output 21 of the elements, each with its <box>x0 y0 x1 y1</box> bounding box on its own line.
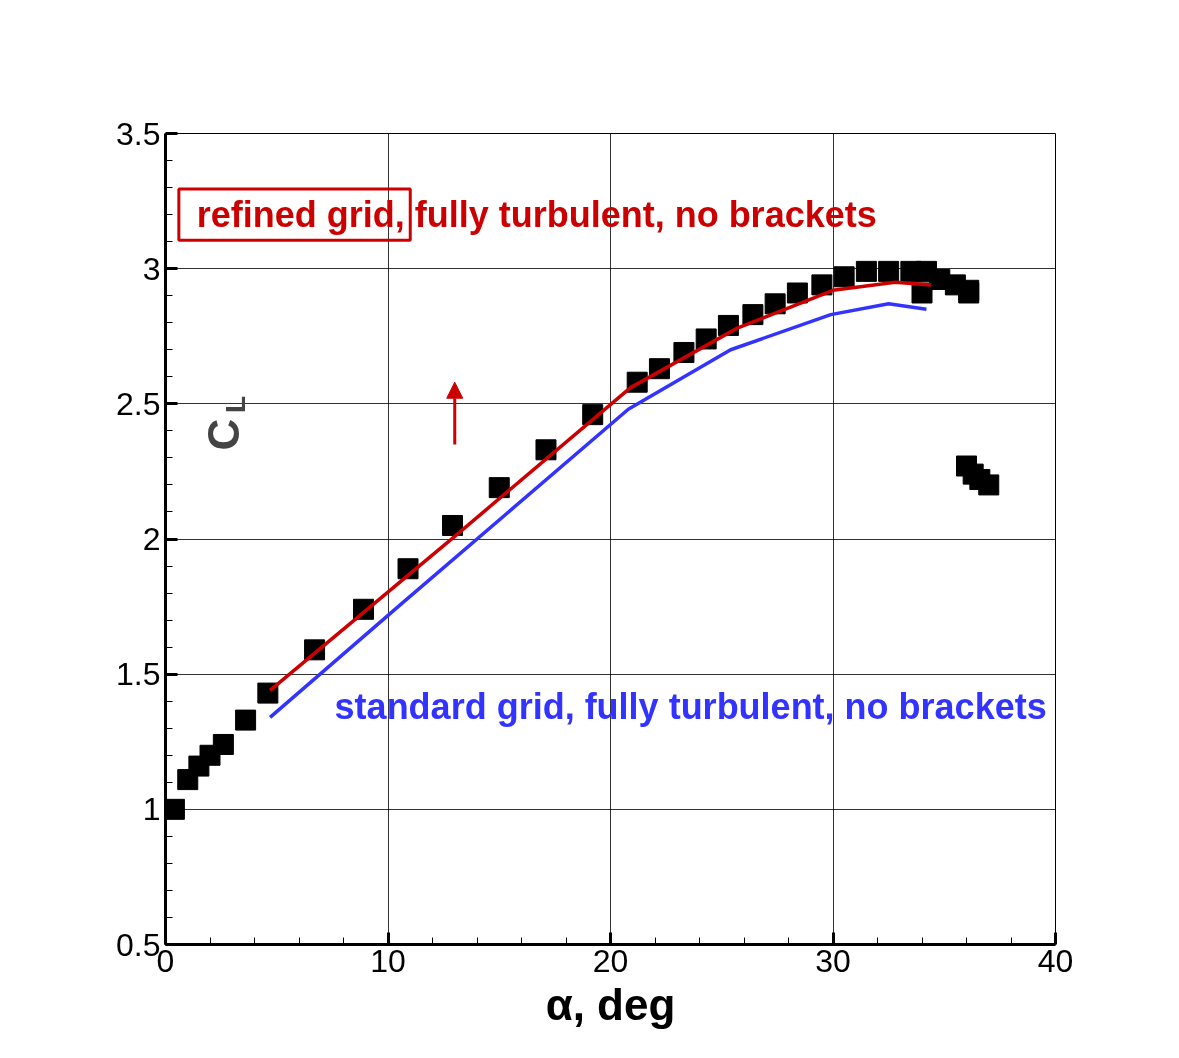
y-axis-title: CL <box>199 395 251 451</box>
x-tick-label: 40 <box>1037 942 1074 979</box>
point <box>855 260 877 282</box>
point <box>833 266 855 288</box>
point <box>978 474 1000 496</box>
y-tick-label: 3.5 <box>116 115 161 152</box>
y-tick-label: 3 <box>142 250 161 287</box>
y-tick-label: 1.5 <box>116 656 161 693</box>
y-tick-label: 2.5 <box>116 385 161 422</box>
x-tick-label: 30 <box>815 942 851 979</box>
point <box>235 709 257 731</box>
x-tick-label: 10 <box>370 942 406 979</box>
point <box>442 514 464 536</box>
point <box>786 282 808 304</box>
point <box>878 260 900 282</box>
x-axis-title: α, deg <box>545 979 676 1029</box>
point <box>212 733 234 755</box>
point <box>257 682 279 704</box>
x-tick-label: 20 <box>592 942 629 979</box>
y-tick-label: 2 <box>142 521 161 557</box>
y-tick-label: 1 <box>142 791 161 828</box>
